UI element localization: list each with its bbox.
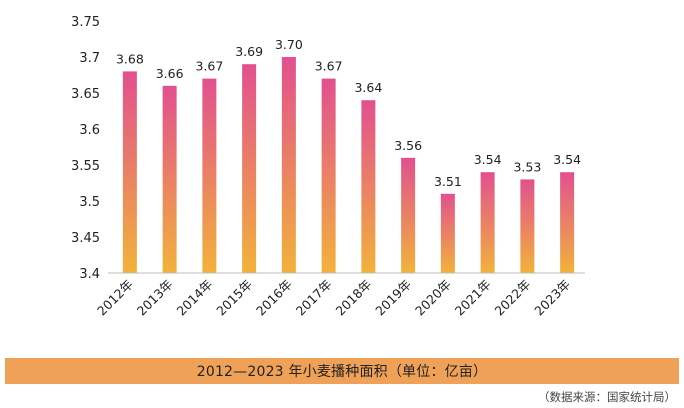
x-tick-label: 2013年 — [134, 277, 176, 319]
bar — [401, 157, 416, 273]
bar — [480, 172, 495, 273]
bar-value-label: 3.53 — [513, 159, 541, 174]
y-tick-label: 3.7 — [79, 51, 100, 66]
bar-value-label: 3.54 — [553, 152, 581, 167]
y-axis: 3.4 3.45 3.5 3.55 3.6 3.65 3.7 3.75 — [71, 15, 100, 282]
x-tick-label: 2014年 — [174, 277, 216, 319]
bars — [122, 57, 575, 274]
bar — [162, 85, 177, 273]
bar — [560, 172, 575, 273]
x-tick-label: 2018年 — [333, 277, 375, 319]
bar-value-label: 3.69 — [235, 44, 263, 59]
bar — [321, 78, 336, 273]
y-tick-label: 3.75 — [71, 15, 100, 30]
x-tick-label: 2016年 — [253, 277, 295, 319]
x-tick-label: 2017年 — [293, 277, 335, 319]
x-tick-label: 2015年 — [213, 277, 255, 319]
bar-value-label: 3.54 — [474, 152, 502, 167]
bar-value-label: 3.68 — [116, 51, 144, 66]
chart-caption: 2012—2023 年小麦播种面积（单位：亿亩） — [196, 364, 488, 380]
y-tick-label: 3.65 — [71, 87, 100, 102]
y-tick-label: 3.5 — [79, 195, 100, 210]
bar-value-label: 3.56 — [394, 138, 422, 153]
bar-value-label: 3.51 — [434, 174, 462, 189]
y-tick-label: 3.4 — [79, 267, 100, 282]
source-note: （数据来源：国家统计局） — [538, 390, 676, 404]
y-tick-label: 3.6 — [79, 123, 100, 138]
value-labels: 3.68 3.66 3.67 3.69 3.70 3.67 3.64 3.56 3.51 3.54… — [116, 37, 581, 189]
bar — [122, 71, 137, 274]
bar-value-label: 3.67 — [195, 59, 223, 74]
y-tick-label: 3.45 — [71, 231, 100, 246]
bar — [242, 64, 257, 273]
bar-value-label: 3.64 — [354, 80, 382, 95]
x-tick-label: 2019年 — [372, 277, 414, 319]
bar-value-label: 3.67 — [315, 59, 343, 74]
x-tick-label: 2023年 — [531, 277, 573, 319]
x-tick-label: 2021年 — [452, 277, 494, 319]
bar — [361, 100, 376, 273]
bar — [281, 57, 296, 273]
x-tick-label: 2012年 — [94, 277, 136, 319]
y-tick-label: 3.55 — [71, 159, 100, 174]
bar-value-label: 3.66 — [156, 66, 184, 81]
bar — [440, 193, 455, 273]
bar-chart: 3.43.453.53.553.63.653.73.75 3.683.66 3.6… — [71, 15, 585, 319]
bar — [520, 179, 535, 273]
bar — [202, 78, 217, 273]
caption-bar: 2012—2023 年小麦播种面积（单位：亿亩） — [5, 358, 679, 384]
bar-value-label: 3.70 — [275, 37, 303, 52]
x-axis: 2012年2013年2014年2015年2016年2017年2018年2019年… — [94, 272, 585, 319]
x-tick-label: 2020年 — [412, 277, 454, 319]
x-tick-label: 2022年 — [492, 277, 534, 319]
